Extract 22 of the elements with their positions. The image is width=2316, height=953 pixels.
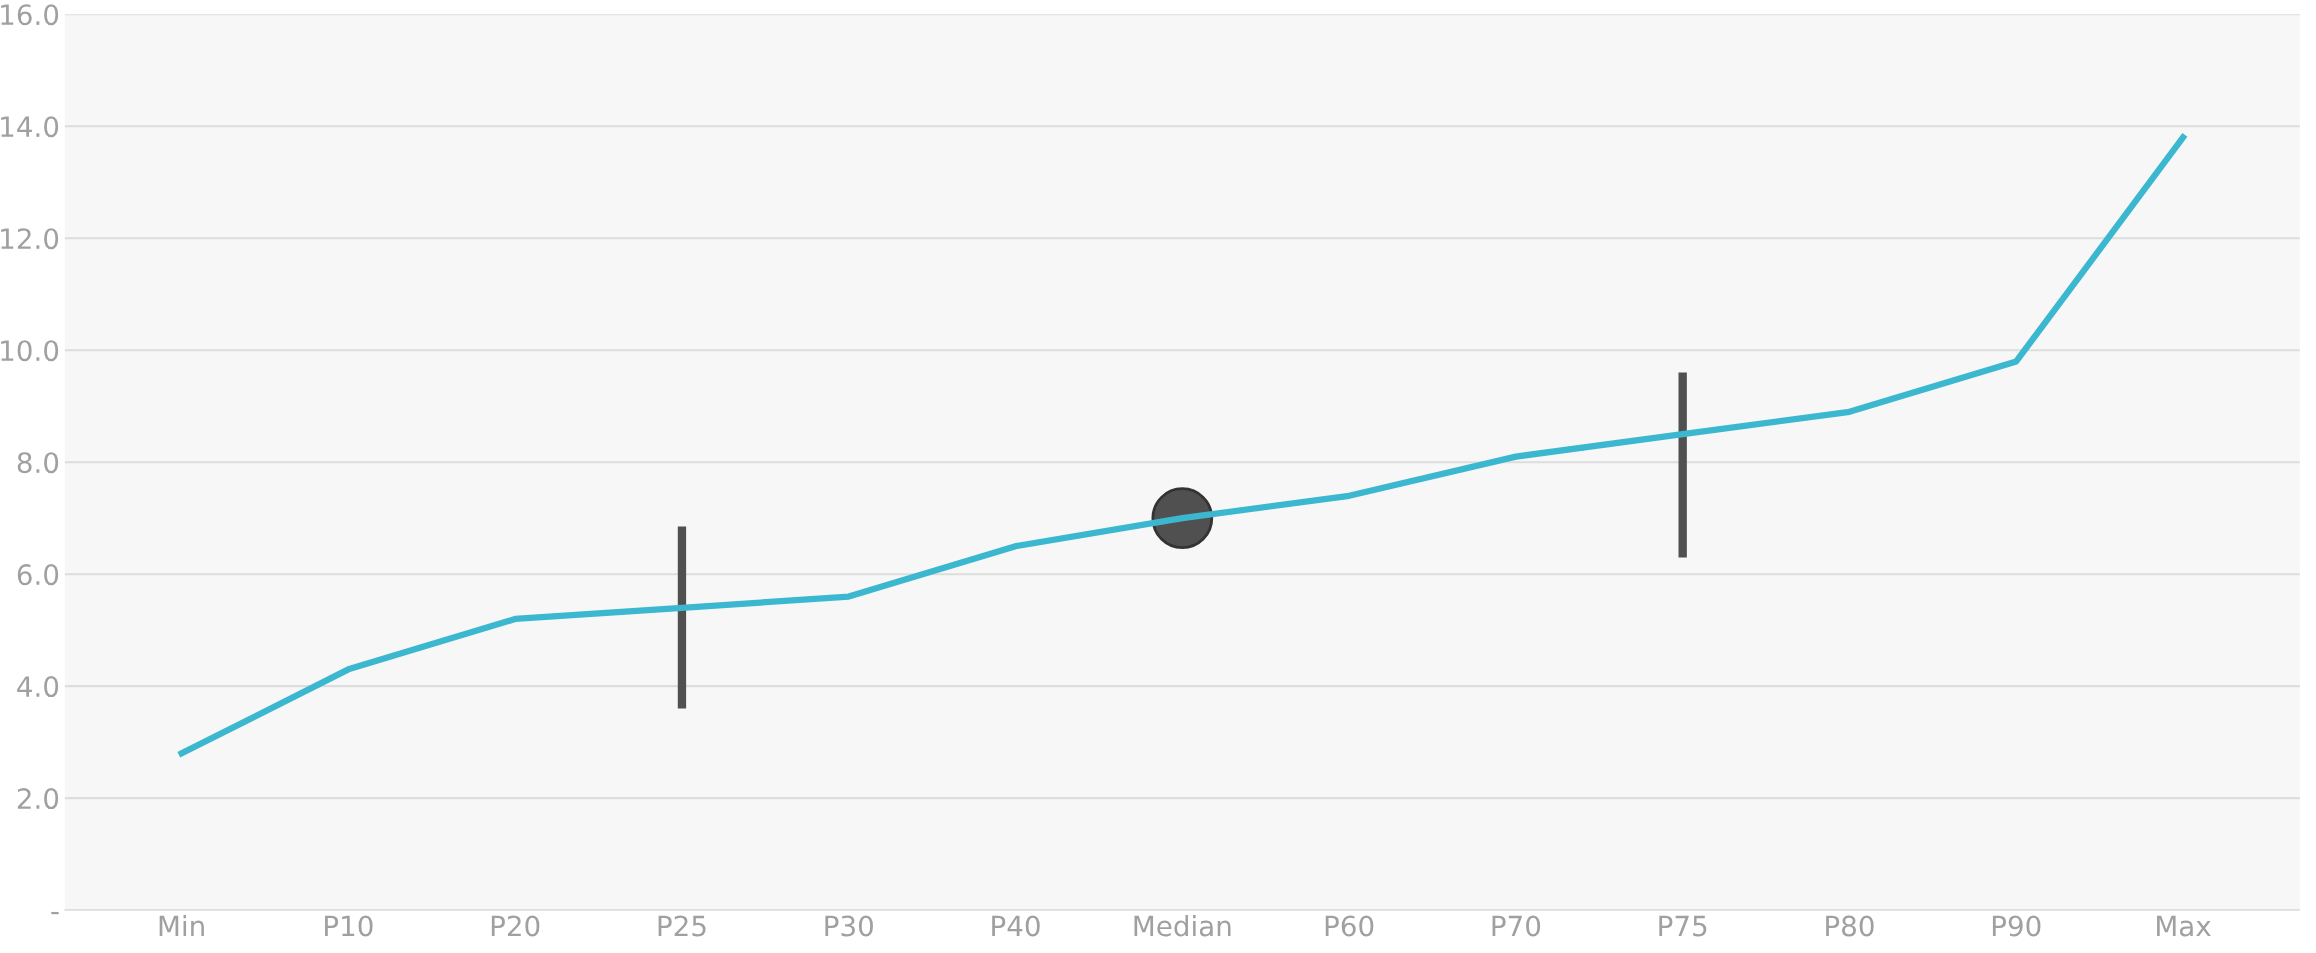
y-tick-label: 4.0 xyxy=(17,676,59,698)
x-tick-label: Max xyxy=(2157,915,2211,937)
x-tick-label: P20 xyxy=(491,915,540,937)
x-tick-label: P70 xyxy=(1492,915,1541,937)
x-tick-label: P10 xyxy=(325,915,373,937)
y-tick-label: 16.0 xyxy=(1,4,59,26)
x-tick-label: Min xyxy=(159,914,204,937)
x-tick-label: P75 xyxy=(1659,915,1707,937)
y-tick-label: 8.0 xyxy=(17,452,59,474)
x-tick-label: Median xyxy=(1134,914,1231,937)
x-tick-label: P90 xyxy=(1992,915,2041,937)
y-tick-label: 12.0 xyxy=(1,228,59,250)
y-tick-label: 10.0 xyxy=(1,340,59,362)
x-tick-label: P60 xyxy=(1325,915,1374,937)
y-tick-label: 6.0 xyxy=(17,564,59,586)
x-tick-label: P30 xyxy=(825,915,873,937)
y-tick-label: 14.0 xyxy=(1,116,59,138)
x-tick-label: P25 xyxy=(658,915,706,937)
y-tick-label: - xyxy=(51,911,59,915)
x-tick-label: P80 xyxy=(1826,915,1874,937)
x-tick-label: P40 xyxy=(992,915,1040,937)
y-tick-label: 2.0 xyxy=(17,788,59,810)
